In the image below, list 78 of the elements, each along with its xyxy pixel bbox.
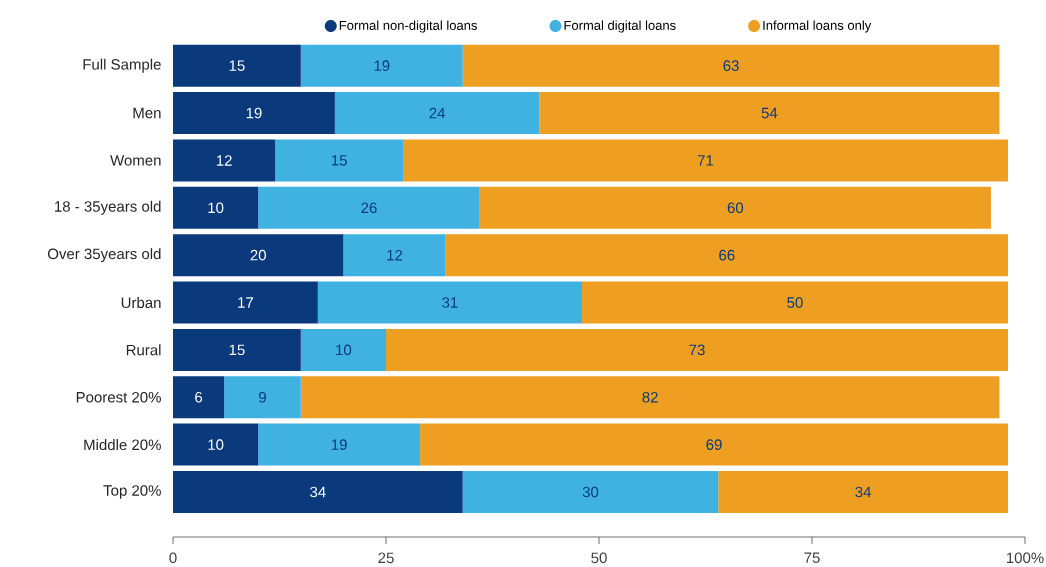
y-tick-label: 18 - 35years old (55, 200, 161, 215)
data-label: 19 (246, 107, 262, 119)
data-label: 30 (582, 486, 599, 498)
x-tick-label: 50 (591, 552, 607, 564)
bar (462, 470, 719, 513)
bar (334, 92, 540, 135)
data-label: 31 (442, 297, 458, 308)
bar (403, 139, 1008, 182)
bar (173, 328, 301, 371)
bar (173, 92, 335, 135)
data-label: 19 (374, 60, 390, 71)
y-tick-label: Poorest 20% (76, 391, 161, 403)
data-label: 82 (642, 391, 658, 403)
data-label: 54 (761, 107, 778, 119)
data-label: 66 (719, 249, 735, 261)
data-label: 20 (250, 249, 266, 261)
bar (300, 44, 463, 87)
x-tick-label: 75 (804, 552, 820, 563)
y-tick-label: Full Sample (83, 58, 161, 73)
data-label: 10 (208, 202, 224, 214)
data-label: 50 (787, 297, 803, 308)
x-tick-label: 100% (1006, 552, 1044, 564)
data-label: 71 (697, 155, 714, 166)
bar (420, 423, 1008, 466)
bar (173, 470, 463, 513)
bar (300, 328, 387, 371)
bar (343, 234, 446, 277)
legend-label: Formal digital loans (564, 20, 676, 33)
y-tick-label: Top 20% (103, 485, 161, 499)
data-label: 26 (361, 202, 377, 214)
y-tick-label: Urban (121, 297, 161, 309)
bar (173, 44, 301, 87)
bar (718, 470, 1008, 513)
data-label: 19 (331, 439, 347, 450)
data-label: 63 (723, 60, 739, 71)
data-label: 15 (229, 60, 245, 71)
data-label: 69 (706, 439, 722, 450)
legend-label: Formal non-digital loans (339, 20, 477, 33)
data-label: 15 (229, 344, 245, 356)
data-label: 34 (855, 486, 872, 498)
y-tick-label: Women (110, 155, 161, 166)
bar (173, 139, 276, 182)
data-label: 60 (727, 202, 744, 214)
data-label: 12 (216, 155, 232, 166)
bar (539, 92, 1000, 135)
bar (173, 423, 259, 466)
y-tick-label: Men (133, 107, 161, 119)
x-tick-label: 25 (378, 552, 394, 564)
bar (479, 186, 991, 229)
bar (317, 281, 582, 324)
bar (300, 376, 1000, 419)
data-label: 12 (387, 249, 403, 261)
bar (275, 139, 404, 182)
data-label: 24 (429, 107, 446, 119)
bar (173, 186, 259, 229)
bar (258, 186, 480, 229)
data-label: 10 (336, 344, 352, 356)
bar (258, 423, 421, 466)
data-label: 10 (208, 439, 224, 450)
data-label: 15 (331, 155, 347, 166)
data-label: 6 (195, 391, 203, 403)
bar (445, 234, 1008, 277)
legend-label: Informal loans only (763, 20, 872, 33)
bar (173, 234, 344, 277)
data-label: 17 (238, 297, 254, 308)
bar (173, 376, 225, 419)
y-tick-label: Over 35years old (47, 248, 161, 263)
bar (224, 376, 301, 419)
data-label: 34 (310, 486, 326, 498)
bar (462, 44, 1000, 87)
y-tick-label: Rural (126, 344, 161, 356)
y-tick-label: Middle 20% (84, 439, 161, 451)
bar (581, 281, 1008, 324)
bar (173, 281, 318, 324)
bar (386, 328, 1008, 371)
x-tick-label: 0 (169, 552, 177, 564)
data-label: 73 (689, 344, 705, 356)
data-label: 9 (259, 391, 266, 403)
